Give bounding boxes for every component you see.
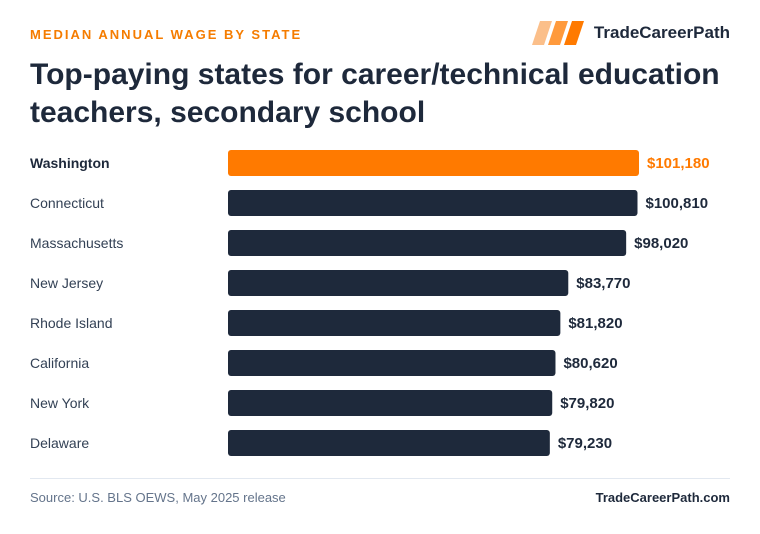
bar [228, 270, 569, 296]
category-label: Massachusetts [30, 235, 123, 251]
chart-kicker: MEDIAN ANNUAL WAGE BY STATE [30, 27, 303, 42]
chart-title: Top-paying states for career/technical e… [30, 58, 720, 129]
value-label: $83,770 [576, 275, 630, 292]
footer-divider [30, 478, 730, 479]
value-label: $100,810 [645, 195, 708, 212]
brand: TradeCareerPath [531, 21, 730, 45]
value-label: $79,230 [558, 435, 612, 452]
site-url: TradeCareerPath.com [595, 490, 730, 505]
category-label: New Jersey [30, 275, 103, 291]
category-label: California [30, 355, 89, 371]
category-label: Rhode Island [30, 315, 113, 331]
bar-chart: Washington $101,180 Connecticut $100,810 Mas… [30, 150, 710, 456]
bar [228, 190, 638, 216]
bar [228, 390, 553, 416]
bar [228, 150, 639, 176]
brand-logo-icon [531, 21, 584, 45]
bar [228, 430, 550, 456]
brand-name: TradeCareerPath [593, 23, 730, 42]
value-label: $81,820 [568, 315, 622, 332]
category-label: New York [30, 395, 90, 411]
bar [228, 310, 561, 336]
category-label: Washington [30, 155, 110, 171]
category-label: Connecticut [30, 195, 104, 211]
source-note: Source: U.S. BLS OEWS, May 2025 release [30, 490, 286, 505]
category-label: Delaware [30, 435, 89, 451]
value-label: $79,820 [560, 395, 614, 412]
value-label: $98,020 [634, 235, 688, 252]
value-label: $80,620 [563, 355, 617, 372]
bar [228, 230, 627, 256]
bar [228, 350, 556, 376]
value-label: $101,180 [647, 155, 710, 172]
